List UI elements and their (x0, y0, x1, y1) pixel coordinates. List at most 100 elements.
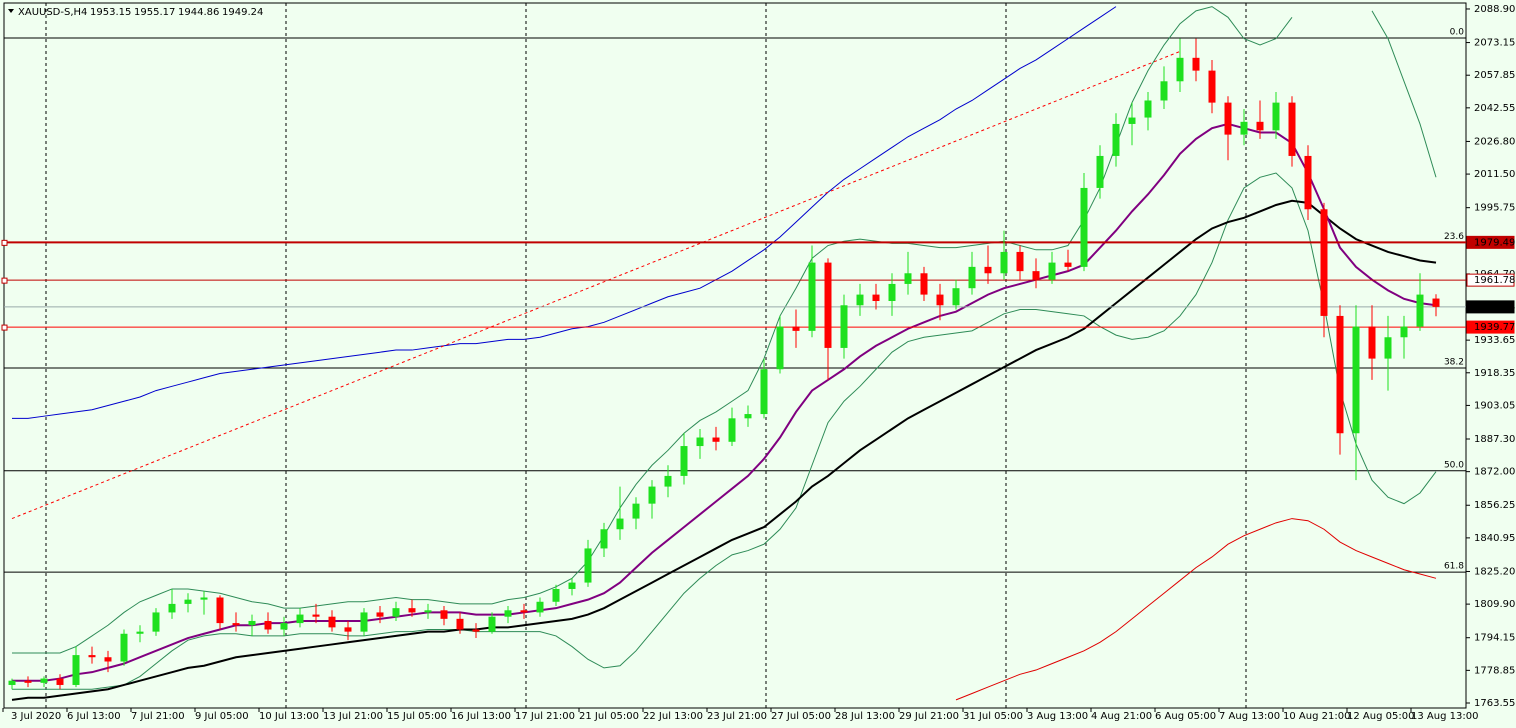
candle-body (8, 680, 16, 685)
y-tick-label: 2073.15 (1474, 38, 1515, 49)
candle-body (968, 266, 976, 289)
price-tag-box (1466, 320, 1515, 334)
candle-body (1080, 187, 1088, 267)
candle-body (568, 582, 576, 589)
candle-body (1256, 121, 1264, 131)
candle-body (808, 262, 816, 331)
candle-body (312, 614, 320, 617)
y-tick-label: 2042.55 (1474, 103, 1515, 114)
candle-body (424, 610, 432, 613)
candle-body (792, 326, 800, 331)
candle-body (168, 603, 176, 613)
candle-body (712, 437, 720, 442)
candle-body (536, 601, 544, 613)
tag-marker (1, 324, 8, 331)
x-tick-label: 3 Jul 2020 (11, 711, 61, 722)
y-tick-label: 2057.85 (1474, 70, 1515, 81)
candle-body (504, 610, 512, 617)
candle-body (904, 273, 912, 284)
x-tick-label: 7 Aug 13:00 (1219, 711, 1280, 722)
candle-body (984, 266, 992, 274)
candle-body (408, 608, 416, 613)
x-tick-label: 13 Jul 21:00 (323, 711, 383, 722)
fib-label: 50.0 (1444, 460, 1464, 470)
candle-body (88, 655, 96, 658)
y-tick-label: 2026.80 (1474, 136, 1515, 147)
candle-body (264, 620, 272, 630)
y-tick-label: 1903.05 (1474, 400, 1515, 411)
candle-body (72, 655, 80, 685)
candle-body (1240, 121, 1248, 135)
axes: 2088.90 2073.15 2057.85 2042.55 2026.80 2011.… (2, 4, 1515, 722)
price-tag: 1939.77 (1474, 322, 1515, 333)
candle-body (872, 294, 880, 301)
high: 1955.17 (134, 7, 175, 18)
low: 1944.86 (178, 7, 219, 18)
x-tick-label: 10 Jul 13:00 (259, 711, 319, 722)
x-tick-label: 6 Aug 05:00 (1155, 711, 1216, 722)
indicator-line (955, 518, 1437, 701)
candle-body (1032, 271, 1040, 280)
x-tick-label: 12 Aug 05:00 (1347, 711, 1414, 722)
x-tick-label: 13 Aug 13:00 (1411, 711, 1478, 722)
price-tag-box (1466, 235, 1515, 249)
candle-body (328, 616, 336, 628)
candle-body (360, 612, 368, 632)
candle-body (632, 503, 640, 519)
close: 1949.24 (222, 7, 263, 18)
x-tick-label: 22 Jul 13:00 (643, 711, 703, 722)
candle-body (40, 678, 48, 683)
candle-body (120, 633, 128, 662)
candle-body (1208, 70, 1216, 103)
candle-body (520, 610, 528, 613)
candle-body (1192, 57, 1200, 71)
candle-body (216, 597, 224, 624)
tag-marker (1, 277, 8, 284)
candle-body (888, 283, 896, 301)
indicator-line (12, 6, 1117, 419)
candle-body (1400, 326, 1408, 338)
y-tick-label: 1825.20 (1474, 566, 1515, 577)
price-tag: 1979.49 (1474, 237, 1515, 248)
candle-body (1016, 251, 1024, 272)
price-tag-box (1466, 273, 1515, 287)
y-tick-label: 1763.55 (1474, 698, 1515, 709)
indicator-line (12, 6, 1437, 654)
y-tick-label: 1918.35 (1474, 368, 1515, 379)
x-tick-label: 28 Jul 13:00 (835, 711, 895, 722)
x-tick-label: 15 Jul 05:00 (387, 711, 447, 722)
y-tick-label: 1887.30 (1474, 434, 1515, 445)
candle-body (248, 620, 256, 626)
last-price-tag-box (1466, 300, 1515, 314)
candle-body (1048, 262, 1056, 280)
x-tick-label: 17 Jul 21:00 (515, 711, 575, 722)
candle-body (1112, 123, 1120, 156)
y-tick-label: 2011.50 (1474, 169, 1515, 180)
candle-body (440, 610, 448, 619)
x-tick-label: 9 Jul 05:00 (195, 711, 249, 722)
candle-body (56, 678, 64, 685)
candle-body (1336, 315, 1344, 434)
y-tick-label: 1995.75 (1474, 203, 1515, 214)
candle-body (344, 627, 352, 632)
y-tick-label: 1794.15 (1474, 633, 1515, 644)
candle-body (488, 616, 496, 632)
candle-body (392, 608, 400, 617)
candle-body (1000, 251, 1008, 274)
candle-body (1352, 326, 1360, 434)
y-tick-label: 2088.90 (1474, 4, 1515, 15)
candle-body (456, 618, 464, 630)
candle-body (600, 529, 608, 549)
candle-body (936, 294, 944, 306)
candle-body (648, 486, 656, 504)
candle-body (1160, 81, 1168, 101)
menu-icon (8, 9, 14, 13)
fib-label: 38.2 (1444, 357, 1464, 367)
candle-body (728, 418, 736, 442)
x-tick-label: 10 Aug 21:00 (1283, 711, 1350, 722)
x-tick-label: 21 Jul 05:00 (579, 711, 639, 722)
candle-body (136, 631, 144, 634)
fib-label: 0.0 (1450, 27, 1465, 37)
